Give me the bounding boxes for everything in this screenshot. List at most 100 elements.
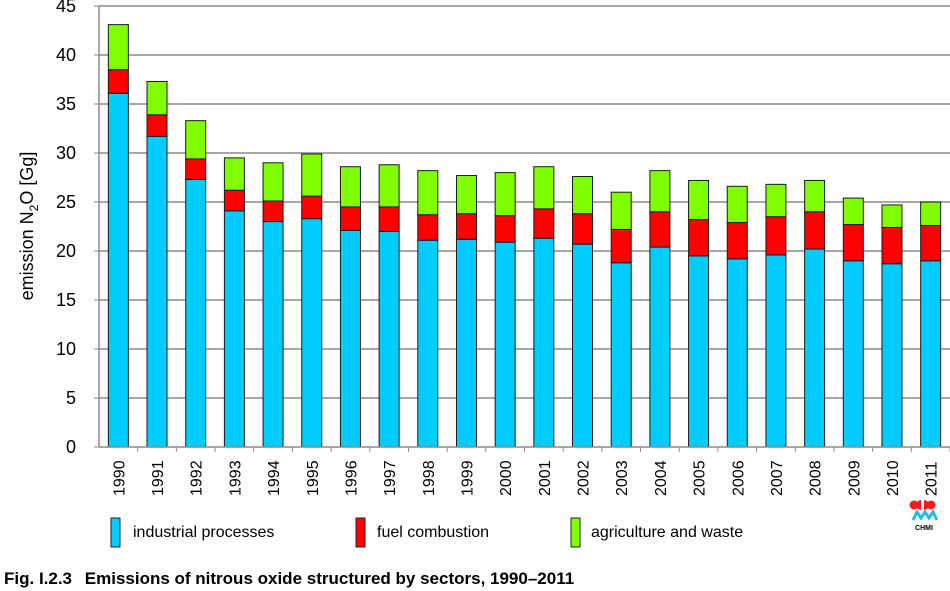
bar-fuel-2003 [610,228,632,264]
caption-text: Emissions of nitrous oxide structured by… [85,569,574,588]
bar-industrial-2011 [920,260,942,448]
y-tick-label: 5 [66,388,76,408]
bar-fuel-1996 [339,206,361,231]
x-tick-label: 1992 [189,460,206,496]
logo-dot-left [909,500,919,510]
bar-fuel-2009 [842,224,864,262]
bar-fuel-1990 [107,69,129,94]
x-tick-label: 1994 [266,460,283,496]
caption-spacer [72,569,77,588]
x-tick-label: 2010 [885,460,902,496]
x-tick-label: 1998 [421,460,438,496]
x-tick-label: 2011 [924,461,941,496]
y-tick-label: 40 [56,45,76,65]
bar-fuel-2006 [726,222,748,260]
legend-label-fuel: fuel combustion [377,524,489,541]
x-tick-label: 1990 [111,460,128,496]
x-tick-label: 2002 [576,460,593,496]
bar-fuel-1994 [262,200,284,223]
bar-agriculture-1993 [223,157,245,191]
bar-agriculture-2009 [842,197,864,226]
bar-industrial-2000 [494,241,516,448]
bar-agriculture-2000 [494,172,516,217]
x-tick-label: 2001 [537,460,554,496]
bar-agriculture-1999 [455,175,477,215]
x-tick-label: 1996 [343,460,360,496]
y-tick-label: 10 [56,339,76,359]
bar-industrial-1999 [455,238,477,448]
x-tick-label: 2006 [730,460,747,496]
bar-industrial-1993 [223,210,245,448]
bar-fuel-2002 [572,213,594,245]
bar-agriculture-1997 [378,164,400,208]
y-tick-label: 25 [56,192,76,212]
x-tick-label: 2008 [808,460,825,496]
bar-industrial-2002 [572,243,594,448]
bar-agriculture-2001 [533,166,555,210]
bar-fuel-2005 [688,219,710,257]
bar-fuel-2007 [765,216,787,256]
bar-industrial-2007 [765,254,787,448]
x-tick-label: 1997 [382,460,399,496]
x-tick-label: 2003 [614,460,631,496]
bar-fuel-1991 [146,114,168,137]
bar-agriculture-1991 [146,80,168,116]
bar-agriculture-1992 [185,120,207,160]
bar-agriculture-1998 [417,170,439,216]
bar-industrial-1998 [417,239,439,448]
logo-text: CHMI [915,525,933,532]
bar-industrial-1997 [378,230,400,448]
bar-agriculture-2007 [765,183,787,218]
bar-industrial-2010 [881,263,903,448]
bar-industrial-2003 [610,262,632,448]
y-axis-label: emission N2O [Gg] [17,152,41,301]
x-axis-ticks: 1990 1991 1992 1993 1994 1995 1996 1997 1998 1999… [111,447,950,496]
bar-fuel-2008 [804,211,826,250]
bar-agriculture-2003 [610,191,632,230]
x-tick-label: 2005 [692,460,709,496]
bar-agriculture-1994 [262,162,284,202]
bar-industrial-1991 [146,135,168,448]
figure-caption: Fig. I.2.3 Emissions of nitrous oxide st… [4,569,574,588]
bar-industrial-1996 [339,229,361,448]
bar-fuel-2011 [920,225,942,262]
bar-agriculture-2004 [649,170,671,213]
bar-agriculture-2006 [726,185,748,224]
bar-fuel-1993 [223,189,245,212]
logo-half-left [916,500,921,510]
chmi-logo: CHMI [909,500,939,532]
x-tick-label: 1993 [227,460,244,496]
logo-dot-right [926,500,936,510]
bar-agriculture-2011 [920,201,942,227]
bar-industrial-1990 [107,92,129,448]
bar-agriculture-2002 [572,176,594,215]
legend: industrial processes fuel combustion agr… [110,517,743,548]
x-tick-label: 2007 [769,460,786,496]
bar-agriculture-2008 [804,179,826,213]
y-axis-label-sub: 2 [27,204,41,211]
bar-industrial-2001 [533,237,555,448]
bar-fuel-1995 [301,195,323,220]
bar-industrial-1995 [301,218,323,448]
y-tick-label: 20 [56,241,76,261]
legend-swatch-agriculture [570,517,581,548]
bar-agriculture-1996 [339,166,361,208]
bars [107,24,942,448]
y-tick-label: 35 [56,94,76,114]
bar-industrial-2004 [649,246,671,448]
bar-industrial-1994 [262,221,284,448]
bar-fuel-2010 [881,226,903,265]
x-tick-label: 2009 [846,460,863,496]
caption-label: Fig. I.2.3 [4,569,72,588]
x-tick-label: 2000 [498,460,515,496]
legend-swatch-fuel [355,517,366,548]
y-tick-label: 0 [66,437,76,457]
bar-fuel-1992 [185,158,207,180]
legend-label-industrial: industrial processes [133,524,274,541]
legend-label-agriculture: agriculture and waste [591,524,743,541]
bar-agriculture-1995 [301,153,323,197]
y-axis-label-pre: emission N [17,211,37,300]
bar-industrial-2009 [842,260,864,448]
y-tick-label: 45 [56,0,76,16]
